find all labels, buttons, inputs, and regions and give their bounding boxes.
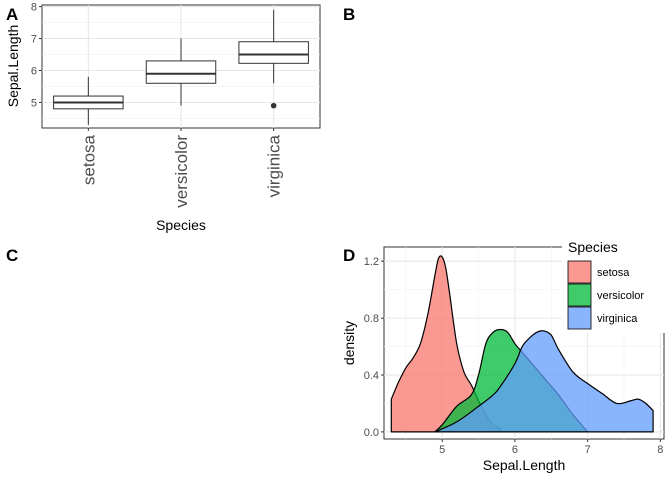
x-tick-label: 8	[657, 444, 663, 456]
legend: Species setosa versicolor virginica	[562, 239, 666, 333]
panel-tag-a: A	[6, 5, 18, 24]
outlier-point	[270, 102, 277, 109]
x-axis-title-d: Sepal.Length	[483, 457, 566, 473]
y-axis-title-a: Sepal.Length	[5, 25, 21, 108]
density-areas	[390, 255, 654, 433]
box-virginica	[238, 9, 309, 109]
panel-tag-d: D	[343, 246, 355, 265]
box-versicolor	[145, 38, 217, 106]
legend-key-setosa	[567, 260, 592, 284]
x-tick-label: 5	[439, 444, 445, 456]
panel-tag-b: B	[343, 5, 355, 24]
x-tick-label: versicolor	[172, 135, 191, 208]
x-ticks-d: 5 6 7 8	[439, 439, 663, 456]
box-setosa	[53, 76, 124, 125]
x-tick-label: 6	[512, 444, 518, 456]
x-tick-label: 7	[585, 444, 591, 456]
x-ticks-a: setosa versicolor virginica	[79, 128, 284, 208]
y-ticks-a: 5 6 7 8	[31, 2, 42, 109]
y-tick-label: 0.8	[364, 313, 379, 325]
density-fill	[391, 255, 501, 432]
legend-label-setosa: setosa	[597, 267, 630, 279]
y-axis-title-d: density	[341, 321, 357, 365]
y-tick-label: 8	[31, 2, 37, 14]
y-tick-label: 7	[31, 34, 37, 46]
y-tick-label: 5	[31, 97, 37, 109]
x-axis-title-a: Species	[156, 217, 206, 233]
panel-tag-c: C	[6, 246, 18, 265]
x-tick-label: setosa	[79, 134, 98, 185]
legend-key-versicolor	[567, 283, 592, 307]
x-tick-label: virginica	[265, 134, 284, 197]
y-tick-label: 0.0	[364, 427, 379, 439]
y-tick-label: 6	[31, 65, 37, 77]
density-outline	[434, 330, 654, 433]
y-ticks-d: 0.0 0.4 0.8 1.2	[364, 256, 384, 439]
boxes-a	[53, 9, 309, 125]
density-fill	[434, 330, 654, 432]
density-panel: 0.0 0.4 0.8 1.2 5 6 7 8 density Sepal.Length S…	[341, 239, 666, 473]
y-tick-label: 0.4	[364, 370, 379, 382]
boxplot-panel: 5 6 7 8 setosa versicolor virginica Sepal.Len…	[5, 2, 321, 233]
density-virginica	[434, 330, 654, 433]
box-iqr	[145, 60, 217, 84]
y-tick-label: 1.2	[364, 256, 379, 268]
legend-label-virginica: virginica	[597, 313, 638, 325]
box-iqr	[238, 41, 309, 64]
legend-label-versicolor: versicolor	[597, 290, 644, 302]
legend-key-virginica	[567, 306, 592, 330]
legend-title: Species	[568, 239, 618, 255]
